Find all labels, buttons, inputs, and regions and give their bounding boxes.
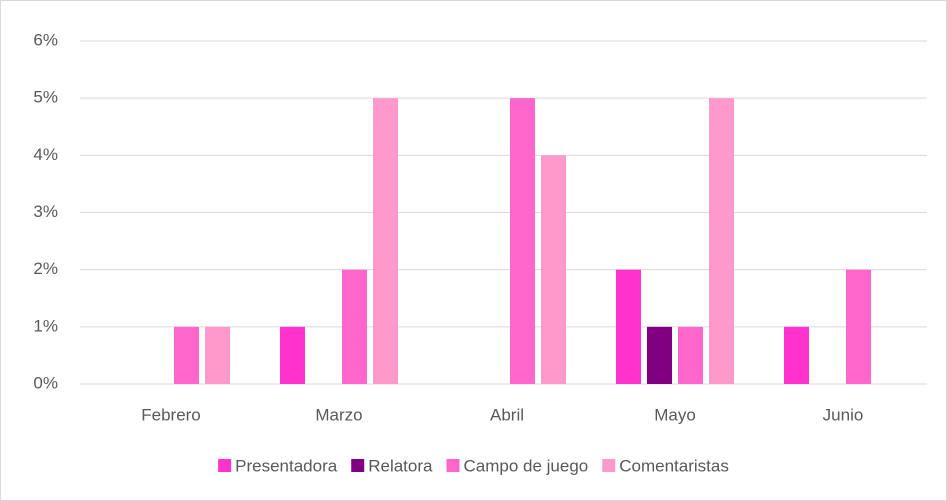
legend-swatch	[351, 459, 365, 472]
y-tick-label: 2%	[33, 259, 58, 278]
bar	[709, 98, 734, 385]
bar	[541, 155, 566, 384]
y-tick-label: 5%	[33, 88, 58, 107]
x-tick-label: Mayo	[654, 405, 696, 424]
bar	[510, 98, 535, 385]
bar	[784, 326, 809, 384]
y-tick-label: 3%	[33, 202, 58, 221]
legend-swatch	[218, 459, 232, 472]
bar	[280, 326, 305, 384]
legend-label: Campo de juego	[463, 456, 588, 475]
bar	[616, 269, 641, 384]
bar	[373, 98, 398, 385]
x-tick-label: Junio	[823, 405, 864, 424]
bar	[647, 326, 672, 384]
legend-label: Comentaristas	[619, 456, 729, 475]
legend-swatch	[602, 459, 616, 472]
bar	[342, 269, 367, 384]
x-tick-label: Marzo	[315, 405, 362, 424]
legend-swatch	[446, 459, 460, 472]
legend-label: Presentadora	[235, 456, 338, 475]
bar	[846, 269, 871, 384]
bar	[174, 326, 199, 384]
bar	[205, 326, 230, 384]
x-tick-label: Febrero	[141, 405, 201, 424]
y-tick-label: 4%	[33, 145, 58, 164]
bar	[678, 326, 703, 384]
x-tick-label: Abril	[490, 405, 524, 424]
y-tick-label: 6%	[33, 30, 58, 49]
y-tick-label: 0%	[33, 373, 58, 392]
y-tick-label: 1%	[33, 316, 58, 335]
legend-label: Relatora	[368, 456, 433, 475]
